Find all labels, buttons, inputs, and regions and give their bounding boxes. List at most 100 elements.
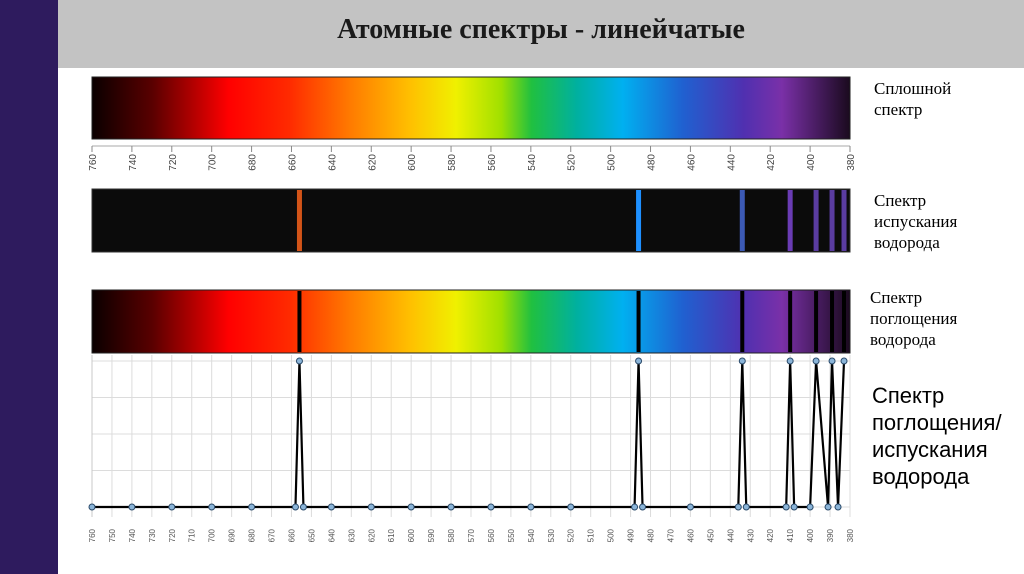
continuous-tick-label: 400 [806,154,817,171]
chart-x-tick-label: 740 [128,528,137,542]
chart-x-tick-label: 640 [327,528,336,542]
continuous-tick-label: 380 [846,154,857,171]
chart-point [806,503,814,511]
chart-x-tick-label: 600 [407,528,416,542]
chart-x-tick-label: 480 [647,528,656,542]
chart-x-tick-label: 550 [507,528,516,542]
continuous-spectrum-bar [91,76,851,140]
chart-point [299,503,307,511]
chart-point [738,357,746,365]
continuous-scale: 760 740 720 700 680 660 640 620 600 580 560 540 520 5… [88,146,857,171]
label-continuous-line-1: Сплошной [874,79,952,98]
chart-point [834,503,842,511]
chart-x-tick-label: 750 [108,528,117,542]
chart-x-tick-label: 730 [148,528,157,542]
chart-x-tick-label: 690 [228,528,237,542]
chart-x-tick-label: 630 [347,528,356,542]
chart-x-tick-label: 400 [806,528,815,542]
continuous-tick-label: 480 [647,154,658,171]
label-absorption-line-1: Спектр [870,288,923,307]
continuous-tick-label: 760 [88,154,99,171]
chart-x-tick-label: 650 [307,528,316,542]
emission-spectrum-bar [91,188,851,253]
continuous-tick-label: 640 [327,154,338,171]
label-emission: Спектр испускания водорода [874,190,957,253]
chart-point [295,357,303,365]
page-title: Атомные спектры - линейчатые [337,14,745,45]
chart-x-tick-label: 500 [607,528,616,542]
chart-x-tick-label: 590 [427,528,436,542]
chart-x-tick-label: 710 [188,528,197,542]
emission-line [813,190,819,251]
chart-point [128,503,136,511]
header-bar [58,0,1024,68]
label-absorption-line-3: водорода [870,330,936,349]
chart-point [168,503,176,511]
continuous-tick-label: 560 [487,154,498,171]
chart-point [790,503,798,511]
emission-line [739,190,745,251]
label-absorption-line-2: поглощения [870,309,958,328]
label-combined-line-4: водорода [872,464,970,489]
chart-point [487,503,495,511]
continuous-tick-label: 460 [686,154,697,171]
absorption-line [297,291,302,352]
absorption-line [740,291,745,352]
chart-point [828,357,836,365]
continuous-tick-label: 700 [208,154,219,171]
chart-point [840,357,848,365]
absorption-line [636,291,641,352]
chart-point [367,503,375,511]
continuous-tick-label: 620 [367,154,378,171]
chart-x-tick-label: 510 [587,528,596,542]
chart-point [327,503,335,511]
chart-grid [91,355,851,517]
chart-x-tick-label: 430 [746,528,755,542]
absorption-lines [297,291,847,352]
chart-point [742,503,750,511]
continuous-tick-label: 580 [447,154,458,171]
label-continuous-line-2: спектр [874,100,923,119]
absorption-spectrum-bar [91,289,851,354]
chart-x-axis: 760 750 740 730 720 710 700 690 680 670 660 650 640 6… [88,528,855,542]
chart-x-tick-label: 560 [487,528,496,542]
label-continuous: Сплошной спектр [874,78,951,120]
absorption-line [830,291,835,352]
chart-point [635,357,643,365]
continuous-tick-label: 660 [287,154,298,171]
emission-line [829,190,835,251]
chart-point [407,503,415,511]
absorption-line [814,291,819,352]
chart-x-tick-label: 450 [706,528,715,542]
chart-point [208,503,216,511]
chart-point [631,503,639,511]
label-emission-line-3: водорода [874,233,940,252]
chart-x-tick-label: 700 [208,528,217,542]
chart-point [782,503,790,511]
chart-x-tick-label: 410 [786,528,795,542]
continuous-tick-label: 720 [168,154,179,171]
chart-x-tick-label: 570 [467,528,476,542]
chart-x-tick-label: 620 [367,528,376,542]
label-combined-line-1: Спектр [872,383,945,408]
chart-point [248,503,256,511]
chart-x-tick-label: 760 [88,528,97,542]
continuous-tick-label: 520 [567,154,578,171]
chart-point [291,503,299,511]
continuous-tick-label: 500 [607,154,618,171]
chart-x-tick-label: 660 [287,528,296,542]
emission-line [841,190,847,251]
chart-x-tick-label: 580 [447,528,456,542]
chart-point [527,503,535,511]
absorption-line [842,291,847,352]
label-combined-line-3: испускания [872,437,988,462]
label-absorption: Спектр поглощения водорода [870,287,957,350]
label-combined-line-2: поглощения/ [872,410,1002,435]
chart-points [88,357,848,511]
chart-point [567,503,575,511]
chart-x-tick-label: 670 [268,528,277,542]
chart-x-tick-label: 540 [527,528,536,542]
chart-point [88,503,96,511]
chart-x-tick-label: 680 [248,528,257,542]
